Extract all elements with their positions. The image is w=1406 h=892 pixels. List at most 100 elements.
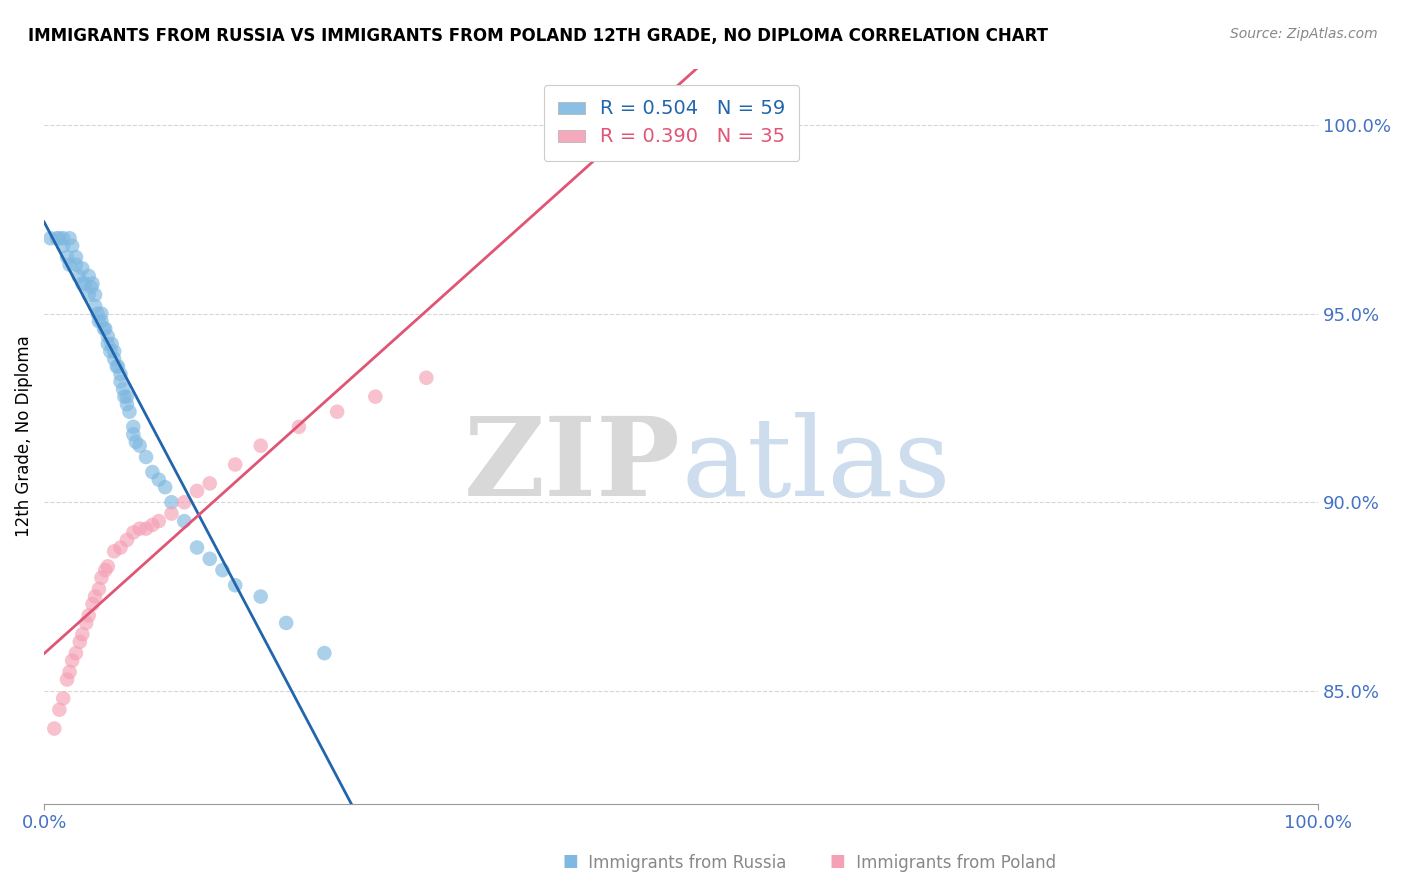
Point bbox=[69, 635, 91, 649]
Point bbox=[173, 495, 195, 509]
Point bbox=[75, 615, 97, 630]
Point bbox=[173, 514, 195, 528]
Point bbox=[94, 322, 117, 336]
Point bbox=[112, 390, 135, 404]
Point bbox=[153, 480, 176, 494]
Point bbox=[110, 367, 132, 381]
Point bbox=[77, 288, 100, 302]
Point bbox=[52, 239, 75, 253]
Point bbox=[110, 541, 132, 555]
Point bbox=[39, 231, 62, 245]
Point bbox=[67, 268, 90, 283]
Point bbox=[186, 483, 208, 498]
Point bbox=[77, 608, 100, 623]
Point bbox=[288, 420, 311, 434]
Point bbox=[93, 322, 115, 336]
Point bbox=[211, 563, 233, 577]
Point bbox=[82, 277, 104, 291]
Point bbox=[364, 390, 387, 404]
Point bbox=[72, 627, 94, 641]
Point bbox=[115, 397, 138, 411]
Point bbox=[94, 563, 117, 577]
Text: Immigrants from Russia: Immigrants from Russia bbox=[562, 855, 787, 872]
Text: atlas: atlas bbox=[681, 412, 950, 519]
Point bbox=[58, 231, 80, 245]
Point bbox=[122, 427, 145, 442]
Point bbox=[141, 517, 163, 532]
Point bbox=[122, 420, 145, 434]
Point bbox=[65, 646, 87, 660]
Point bbox=[72, 277, 94, 291]
Text: Immigrants from Poland: Immigrants from Poland bbox=[830, 855, 1056, 872]
Point bbox=[90, 571, 112, 585]
Legend: R = 0.504   N = 59, R = 0.390   N = 35: R = 0.504 N = 59, R = 0.390 N = 35 bbox=[544, 85, 800, 161]
Point bbox=[52, 231, 75, 245]
Point bbox=[48, 231, 70, 245]
Point bbox=[103, 544, 125, 558]
Point bbox=[107, 359, 129, 374]
Point bbox=[98, 344, 121, 359]
Point bbox=[112, 382, 135, 396]
Point bbox=[82, 597, 104, 611]
Point bbox=[56, 673, 79, 687]
Text: IMMIGRANTS FROM RUSSIA VS IMMIGRANTS FROM POLAND 12TH GRADE, NO DIPLOMA CORRELAT: IMMIGRANTS FROM RUSSIA VS IMMIGRANTS FRO… bbox=[28, 27, 1047, 45]
Y-axis label: 12th Grade, No Diploma: 12th Grade, No Diploma bbox=[15, 335, 32, 537]
Point bbox=[60, 239, 83, 253]
Point bbox=[118, 405, 141, 419]
Point bbox=[186, 541, 208, 555]
Point bbox=[326, 405, 349, 419]
Point bbox=[224, 458, 246, 472]
Point bbox=[87, 582, 110, 596]
Point bbox=[84, 590, 107, 604]
Point bbox=[128, 522, 150, 536]
Point bbox=[135, 522, 157, 536]
Point bbox=[90, 307, 112, 321]
Point bbox=[105, 359, 128, 374]
Point bbox=[48, 703, 70, 717]
Point bbox=[52, 691, 75, 706]
Text: ZIP: ZIP bbox=[464, 412, 681, 519]
Text: ■: ■ bbox=[830, 852, 845, 870]
Point bbox=[58, 665, 80, 679]
Point bbox=[160, 507, 183, 521]
Text: ■: ■ bbox=[562, 852, 578, 870]
Point bbox=[115, 533, 138, 547]
Point bbox=[115, 390, 138, 404]
Point bbox=[87, 314, 110, 328]
Point bbox=[97, 336, 120, 351]
Point bbox=[84, 299, 107, 313]
Point bbox=[249, 439, 271, 453]
Point bbox=[276, 615, 298, 630]
Point bbox=[44, 722, 66, 736]
Point bbox=[160, 495, 183, 509]
Point bbox=[198, 551, 221, 566]
Point bbox=[65, 250, 87, 264]
Point bbox=[56, 250, 79, 264]
Point bbox=[135, 450, 157, 464]
Point bbox=[90, 314, 112, 328]
Point bbox=[122, 525, 145, 540]
Point bbox=[58, 258, 80, 272]
Point bbox=[415, 371, 437, 385]
Point bbox=[77, 268, 100, 283]
Point bbox=[100, 336, 122, 351]
Point bbox=[103, 344, 125, 359]
Point bbox=[65, 258, 87, 272]
Point bbox=[110, 375, 132, 389]
Point bbox=[72, 261, 94, 276]
Text: Source: ZipAtlas.com: Source: ZipAtlas.com bbox=[1230, 27, 1378, 41]
Point bbox=[86, 307, 108, 321]
Point bbox=[249, 590, 271, 604]
Point bbox=[148, 514, 170, 528]
Point bbox=[73, 277, 96, 291]
Point bbox=[80, 280, 103, 294]
Point bbox=[125, 434, 148, 449]
Point bbox=[314, 646, 336, 660]
Point bbox=[84, 288, 107, 302]
Point bbox=[128, 439, 150, 453]
Point bbox=[45, 231, 67, 245]
Point bbox=[198, 476, 221, 491]
Point bbox=[141, 465, 163, 479]
Point bbox=[103, 351, 125, 366]
Point bbox=[224, 578, 246, 592]
